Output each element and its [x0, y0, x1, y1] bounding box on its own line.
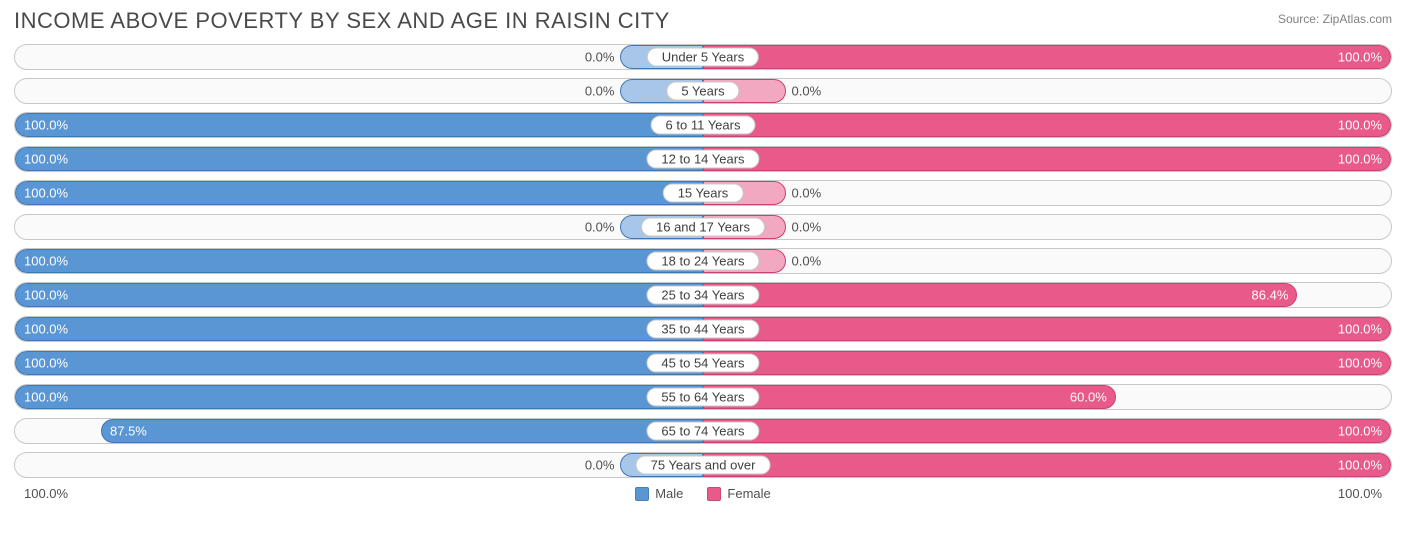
female-value: 100.0%	[1338, 458, 1382, 473]
legend-female: Female	[707, 486, 770, 501]
male-bar: 100.0%	[15, 317, 703, 341]
data-row: 0.0% 0.0% 5 Years	[14, 78, 1392, 104]
female-value: 0.0%	[792, 84, 822, 99]
male-value: 0.0%	[585, 458, 615, 473]
female-value: 100.0%	[1338, 152, 1382, 167]
male-bar: 100.0%	[15, 113, 703, 137]
category-label: 65 to 74 Years	[646, 422, 759, 441]
data-row: 100.0% 60.0% 55 to 64 Years	[14, 384, 1392, 410]
female-bar: 100.0%	[703, 453, 1391, 477]
female-value: 100.0%	[1338, 118, 1382, 133]
data-row: 100.0% 86.4% 25 to 34 Years	[14, 282, 1392, 308]
data-row: 100.0% 100.0% 12 to 14 Years	[14, 146, 1392, 172]
female-value: 100.0%	[1338, 424, 1382, 439]
male-value: 100.0%	[24, 322, 68, 337]
category-label: 15 Years	[663, 184, 744, 203]
female-bar: 100.0%	[703, 45, 1391, 69]
data-row: 87.5% 100.0% 65 to 74 Years	[14, 418, 1392, 444]
male-value: 100.0%	[24, 186, 68, 201]
female-bar: 100.0%	[703, 317, 1391, 341]
category-label: 55 to 64 Years	[646, 388, 759, 407]
category-label: 6 to 11 Years	[651, 116, 756, 135]
category-label: 12 to 14 Years	[646, 150, 759, 169]
category-label: Under 5 Years	[647, 48, 759, 67]
female-bar: 100.0%	[703, 419, 1391, 443]
male-value: 100.0%	[24, 288, 68, 303]
category-label: 45 to 54 Years	[646, 354, 759, 373]
male-bar: 100.0%	[15, 147, 703, 171]
male-bar: 100.0%	[15, 249, 703, 273]
legend: Male Female	[68, 486, 1338, 501]
data-row: 0.0% 0.0% 16 and 17 Years	[14, 214, 1392, 240]
data-row: 100.0% 0.0% 15 Years	[14, 180, 1392, 206]
female-value: 100.0%	[1338, 356, 1382, 371]
category-label: 25 to 34 Years	[646, 286, 759, 305]
male-bar: 87.5%	[101, 419, 703, 443]
data-row: 0.0% 100.0% Under 5 Years	[14, 44, 1392, 70]
male-value: 100.0%	[24, 390, 68, 405]
male-value: 100.0%	[24, 152, 68, 167]
data-row: 0.0% 100.0% 75 Years and over	[14, 452, 1392, 478]
female-value: 0.0%	[792, 186, 822, 201]
category-label: 5 Years	[666, 82, 739, 101]
axis-left-label: 100.0%	[14, 486, 68, 501]
chart-body: 0.0% 100.0% Under 5 Years 0.0% 0.0% 5 Years 10…	[14, 44, 1392, 478]
male-bar: 100.0%	[15, 283, 703, 307]
female-bar: 86.4%	[703, 283, 1297, 307]
axis-right-label: 100.0%	[1338, 486, 1392, 501]
legend-female-label: Female	[727, 486, 770, 501]
data-row: 100.0% 100.0% 35 to 44 Years	[14, 316, 1392, 342]
male-value: 100.0%	[24, 254, 68, 269]
male-value: 100.0%	[24, 118, 68, 133]
female-value: 100.0%	[1338, 50, 1382, 65]
legend-male-swatch	[635, 487, 649, 501]
female-value: 0.0%	[792, 254, 822, 269]
data-row: 100.0% 100.0% 6 to 11 Years	[14, 112, 1392, 138]
male-value: 100.0%	[24, 356, 68, 371]
chart-title: INCOME ABOVE POVERTY BY SEX AND AGE IN R…	[14, 8, 670, 34]
legend-female-swatch	[707, 487, 721, 501]
male-value: 0.0%	[585, 50, 615, 65]
male-bar: 100.0%	[15, 385, 703, 409]
category-label: 18 to 24 Years	[646, 252, 759, 271]
data-row: 100.0% 0.0% 18 to 24 Years	[14, 248, 1392, 274]
female-bar: 60.0%	[703, 385, 1116, 409]
male-value: 87.5%	[110, 424, 147, 439]
category-label: 75 Years and over	[636, 456, 771, 475]
male-value: 0.0%	[585, 220, 615, 235]
male-value: 0.0%	[585, 84, 615, 99]
data-row: 100.0% 100.0% 45 to 54 Years	[14, 350, 1392, 376]
category-label: 16 and 17 Years	[641, 218, 765, 237]
female-value: 100.0%	[1338, 322, 1382, 337]
legend-male-label: Male	[655, 486, 683, 501]
male-bar: 100.0%	[15, 351, 703, 375]
axis-legend-row: 100.0% Male Female 100.0%	[14, 486, 1392, 501]
female-bar: 100.0%	[703, 113, 1391, 137]
female-bar: 100.0%	[703, 351, 1391, 375]
female-value: 0.0%	[792, 220, 822, 235]
legend-male: Male	[635, 486, 683, 501]
female-value: 86.4%	[1252, 288, 1289, 303]
male-bar: 100.0%	[15, 181, 703, 205]
female-bar: 100.0%	[703, 147, 1391, 171]
chart-header: INCOME ABOVE POVERTY BY SEX AND AGE IN R…	[14, 8, 1392, 34]
chart-container: { "title": "INCOME ABOVE POVERTY BY SEX …	[0, 0, 1406, 511]
category-label: 35 to 44 Years	[646, 320, 759, 339]
female-value: 60.0%	[1070, 390, 1107, 405]
chart-source: Source: ZipAtlas.com	[1278, 8, 1392, 26]
